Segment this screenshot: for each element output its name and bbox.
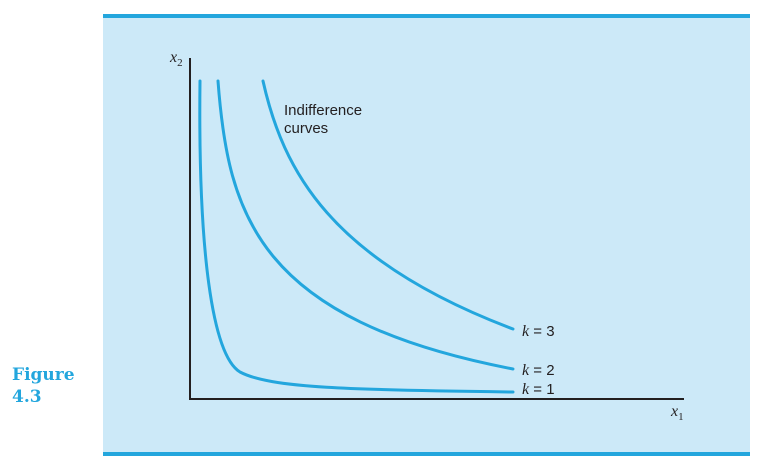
curve-label-k1: k = 1 (522, 381, 555, 398)
x-axis-label: x1 (670, 403, 684, 423)
curve-label-k3: k = 3 (522, 323, 555, 340)
figure-panel (103, 14, 750, 456)
annotation-indifference-curves-line1: Indifference (284, 102, 362, 119)
indifference-curve-k3 (261, 79, 515, 331)
indifference-curve-k1 (198, 79, 515, 394)
figure-caption-word: Figure (12, 365, 75, 385)
y-axis-label: x2 (169, 49, 183, 69)
annotation-indifference-curves-line2: curves (284, 120, 328, 137)
indifference-curve-k2 (216, 79, 515, 371)
figure-caption-number: 4.3 (12, 387, 42, 407)
curve-label-k2: k = 2 (522, 362, 555, 379)
figure-caption: Figure 4.3 (12, 364, 75, 408)
